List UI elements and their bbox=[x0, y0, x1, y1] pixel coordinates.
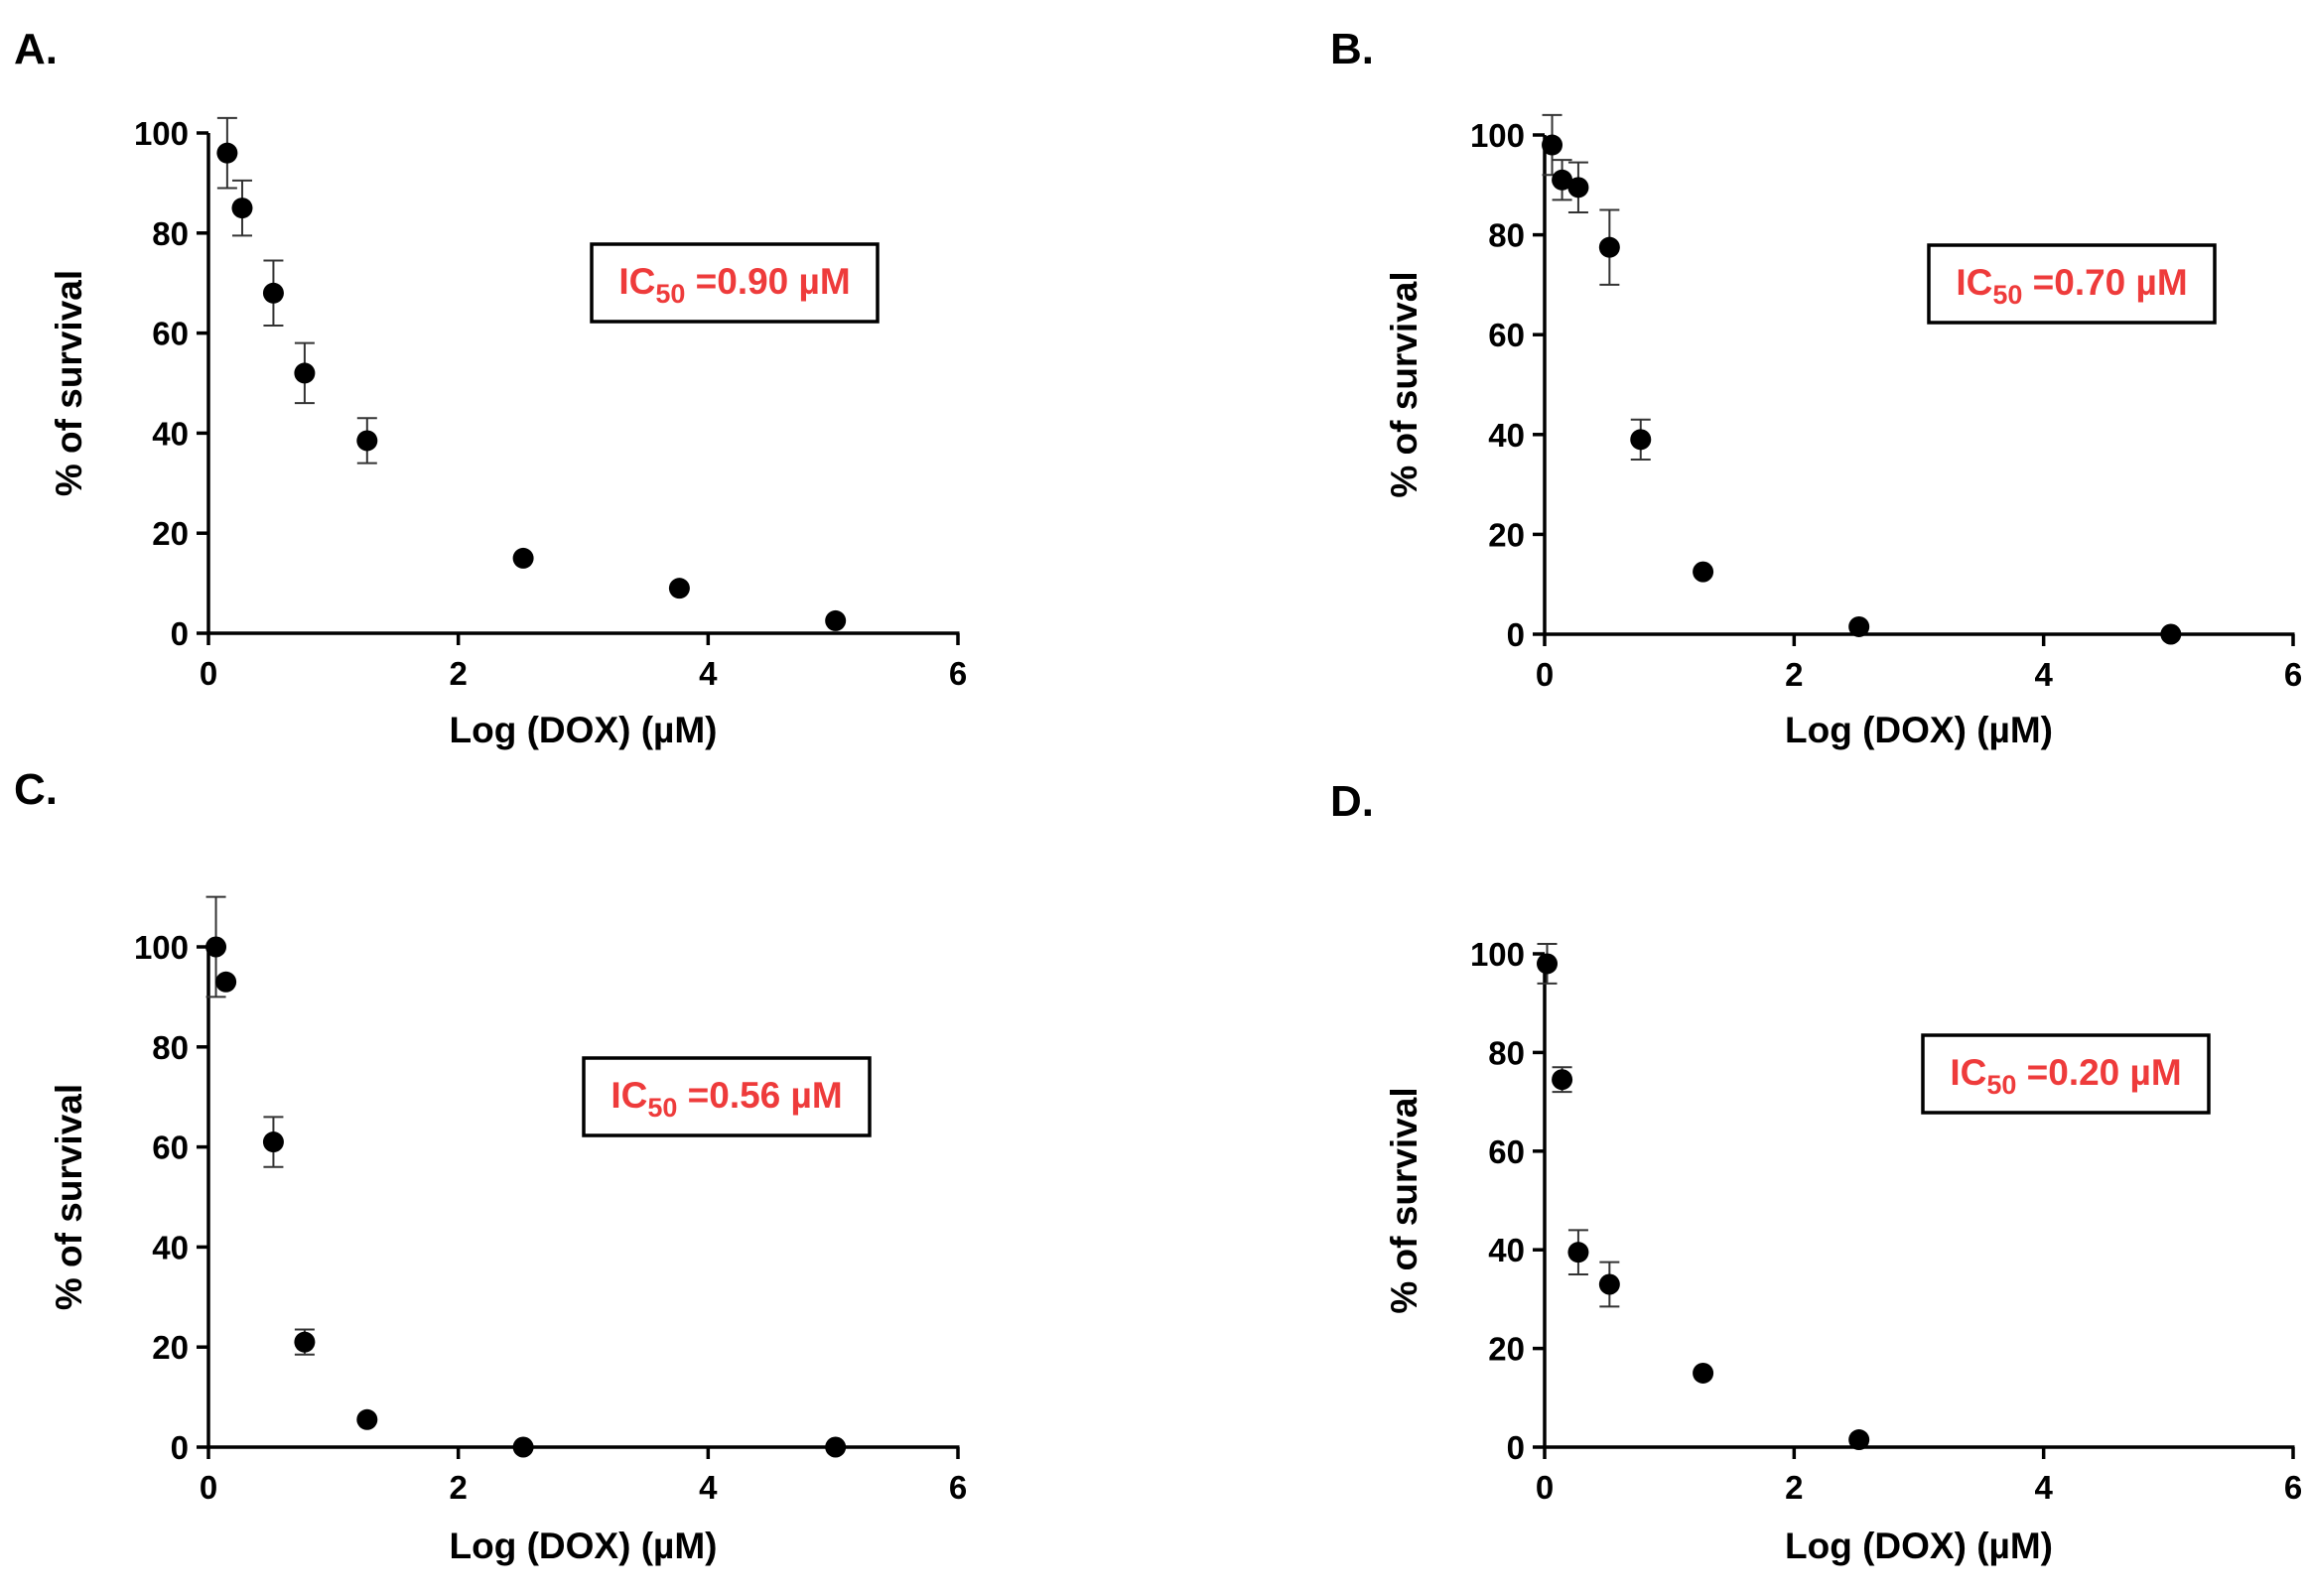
x-tick-label: 2 bbox=[449, 1469, 467, 1506]
y-tick-label: 80 bbox=[152, 1029, 189, 1066]
y-axis-title: % of survival bbox=[1384, 1087, 1425, 1313]
ic50-box bbox=[582, 1056, 872, 1137]
data-point bbox=[1537, 953, 1559, 975]
x-tick-label: 6 bbox=[949, 1469, 967, 1506]
y-tick-label: 100 bbox=[134, 929, 189, 966]
x-tick-label: 4 bbox=[699, 655, 718, 692]
y-tick-label: 0 bbox=[1507, 616, 1525, 653]
data-point bbox=[1552, 169, 1573, 191]
data-point bbox=[825, 1436, 847, 1458]
ic50-label: IC50 =0.20 µM bbox=[1950, 1052, 2181, 1100]
data-point bbox=[2160, 623, 2182, 645]
data-point bbox=[215, 971, 237, 993]
y-tick-label: 60 bbox=[1488, 1133, 1525, 1170]
x-tick-label: 6 bbox=[949, 655, 967, 692]
y-tick-label: 60 bbox=[1488, 317, 1525, 353]
data-point bbox=[512, 1436, 534, 1458]
data-point bbox=[1598, 1273, 1620, 1295]
data-point bbox=[1630, 429, 1652, 451]
ic50-label: IC50 =0.90 µM bbox=[618, 261, 850, 309]
x-tick-label: 2 bbox=[1785, 656, 1803, 693]
data-point bbox=[294, 362, 316, 384]
y-tick-label: 40 bbox=[152, 1229, 189, 1265]
x-tick-label: 2 bbox=[1785, 1469, 1803, 1506]
data-point bbox=[1567, 177, 1589, 199]
chart-panel-a: A. 0 20 40 60 80 100 0 2 4 6 Log (DOX) (µM) % of sur… bbox=[14, 25, 967, 750]
data-point bbox=[1542, 134, 1563, 156]
panel-label: A. bbox=[14, 25, 58, 73]
y-tick-label: 40 bbox=[1488, 1232, 1525, 1268]
y-tick-label: 20 bbox=[152, 515, 189, 552]
data-point bbox=[205, 936, 227, 958]
data-point bbox=[356, 430, 378, 452]
data-point bbox=[1693, 1362, 1714, 1384]
data-point bbox=[262, 1131, 284, 1153]
ic50-box bbox=[1921, 1033, 2211, 1115]
y-tick-label: 60 bbox=[152, 316, 189, 352]
y-tick-label: 20 bbox=[1488, 516, 1525, 553]
y-axis-title: % of survival bbox=[49, 270, 89, 496]
y-tick-label: 100 bbox=[1470, 117, 1525, 154]
y-tick-label: 40 bbox=[1488, 417, 1525, 454]
data-point bbox=[512, 547, 534, 569]
x-tick-label: 6 bbox=[2284, 656, 2302, 693]
x-axis-title: Log (DOX) (µM) bbox=[1785, 710, 2053, 750]
chart-panel-c: C. 0 20 40 60 80 100 0 2 4 6 Log (DOX) (µM) % of sur… bbox=[14, 765, 967, 1566]
x-tick-label: 4 bbox=[2034, 656, 2053, 693]
data-point bbox=[231, 198, 253, 219]
data-point bbox=[668, 578, 690, 599]
x-tick-label: 0 bbox=[200, 1469, 217, 1506]
data-point bbox=[825, 609, 847, 631]
data-point bbox=[356, 1408, 378, 1430]
data-point bbox=[1693, 561, 1714, 583]
ic50-box bbox=[590, 242, 880, 324]
x-tick-label: 0 bbox=[200, 655, 217, 692]
data-point bbox=[1848, 1429, 1870, 1451]
data-point bbox=[294, 1331, 316, 1353]
x-tick-label: 4 bbox=[699, 1469, 718, 1506]
y-axis-title: % of survival bbox=[1384, 271, 1425, 497]
y-tick-label: 20 bbox=[152, 1329, 189, 1366]
y-tick-label: 0 bbox=[1507, 1429, 1525, 1466]
chart-panel-d: D. 0 20 40 60 80 100 0 2 4 6 Log (DOX) (µM) % of sur… bbox=[1330, 777, 2302, 1566]
x-tick-label: 0 bbox=[1536, 1469, 1554, 1506]
y-tick-label: 80 bbox=[1488, 1034, 1525, 1071]
panel-label: C. bbox=[14, 765, 58, 814]
y-tick-label: 80 bbox=[1488, 217, 1525, 254]
y-tick-label: 0 bbox=[171, 615, 189, 652]
ic50-box bbox=[1927, 243, 2217, 325]
data-point bbox=[1598, 236, 1620, 258]
y-tick-label: 60 bbox=[152, 1130, 189, 1166]
y-tick-label: 0 bbox=[171, 1429, 189, 1466]
y-tick-label: 80 bbox=[152, 215, 189, 252]
y-axis-title: % of survival bbox=[49, 1084, 89, 1310]
panel-label: B. bbox=[1330, 25, 1374, 73]
data-point bbox=[1552, 1069, 1573, 1091]
x-tick-label: 2 bbox=[449, 655, 467, 692]
chart-panel-b: B. 0 20 40 60 80 100 0 2 4 6 Log (DOX) (µM) % of sur… bbox=[1330, 25, 2302, 750]
y-tick-label: 100 bbox=[134, 115, 189, 152]
x-axis-title: Log (DOX) (µM) bbox=[450, 1526, 718, 1566]
y-tick-label: 100 bbox=[1470, 936, 1525, 973]
data-point bbox=[216, 142, 238, 164]
panel-label: D. bbox=[1330, 777, 1374, 826]
data-point bbox=[1848, 615, 1870, 637]
data-point bbox=[262, 282, 284, 304]
data-point bbox=[1567, 1242, 1589, 1264]
ic50-label: IC50 =0.56 µM bbox=[611, 1075, 842, 1123]
x-tick-label: 6 bbox=[2284, 1469, 2302, 1506]
x-tick-label: 4 bbox=[2034, 1469, 2053, 1506]
x-tick-label: 0 bbox=[1536, 656, 1554, 693]
x-axis-title: Log (DOX) (µM) bbox=[450, 710, 718, 750]
y-tick-label: 20 bbox=[1488, 1331, 1525, 1368]
x-axis-title: Log (DOX) (µM) bbox=[1785, 1526, 2053, 1566]
ic50-label: IC50 =0.70 µM bbox=[1956, 262, 2187, 310]
y-tick-label: 40 bbox=[152, 415, 189, 452]
